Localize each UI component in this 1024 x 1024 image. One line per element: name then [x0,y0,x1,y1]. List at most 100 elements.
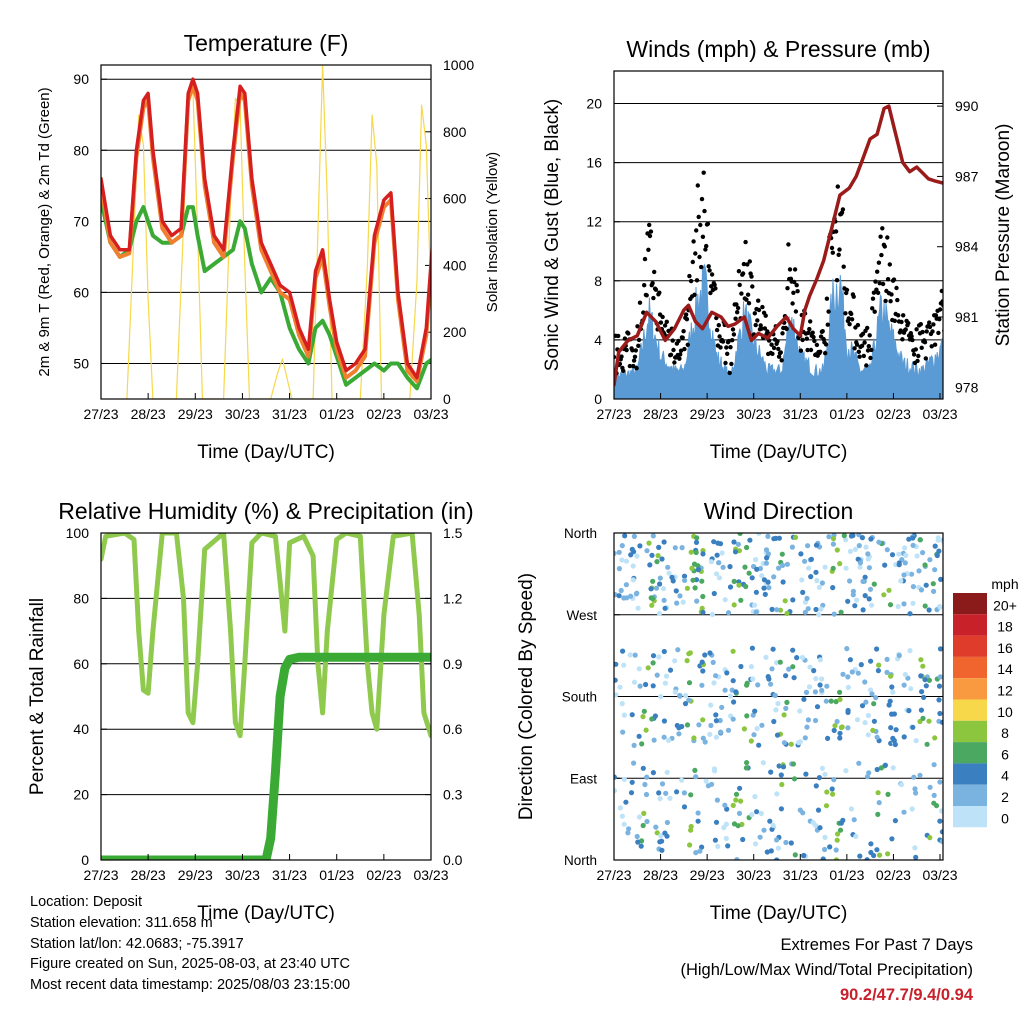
direction-point [954,560,959,565]
direction-point [711,539,717,545]
direction-point [926,677,933,683]
gust-point [920,329,925,335]
direction-point [799,577,805,583]
direction-point [716,560,722,566]
direction-point [649,716,655,722]
direction-points [614,533,978,860]
x-tick-label: 03/23 [922,406,957,422]
y-tick-label: 0 [81,852,89,868]
direction-point [621,662,627,668]
direction-point [736,810,743,817]
direction-point [830,565,836,571]
direction-point [817,657,824,663]
direction-point [918,707,925,713]
direction-point [822,834,828,841]
direction-point [930,581,936,587]
direction-point [830,585,836,591]
direction-point [752,794,758,800]
direction-point [837,561,843,567]
direction-point [814,704,821,710]
direction-point [688,827,694,833]
direction-point [873,695,879,701]
direction-point [634,590,640,596]
direction-point [774,607,780,613]
direction-point [734,857,740,860]
direction-point [923,683,929,689]
direction-point [851,817,857,823]
direction-point [631,760,637,766]
gust-point [778,350,783,355]
direction-point [936,697,942,703]
direction-point [622,533,628,539]
gust-point [919,345,924,350]
gust-point [929,344,934,349]
direction-point [628,593,634,599]
gust-point [692,292,697,297]
direction-point [973,855,978,860]
y-tick-label: 80 [73,142,89,158]
direction-point [790,761,797,767]
direction-point [661,734,667,740]
direction-point [713,734,720,740]
direction-point [774,791,780,797]
gust-point [708,290,713,296]
direction-point [854,717,861,723]
direction-point [906,708,912,714]
direction-point [759,722,765,728]
y-tick-label: 90 [73,71,89,87]
plot-frame [613,532,944,861]
gust-point [948,306,952,310]
extremes-heading: Extremes For Past 7 Days [780,936,973,954]
legend-swatch [953,656,987,679]
direction-point [969,539,974,544]
direction-point [844,646,850,652]
direction-point [713,718,720,724]
gust-point [824,296,830,301]
direction-point [847,578,853,584]
direction-point [614,550,617,556]
direction-point [868,841,874,847]
direction-point [675,647,681,653]
direction-point [882,562,888,568]
legend-label: 0 [1001,810,1009,826]
gust-point [701,170,706,175]
gust-point [924,329,929,334]
gust-point [718,345,723,350]
chart-title: Winds (mph) & Pressure (mb) [626,36,930,62]
gust-point [887,262,892,267]
direction-point [768,681,774,687]
direction-point [694,535,700,541]
direction-point [771,574,777,580]
direction-point [636,666,642,672]
gust-point [684,317,690,322]
gust-point [950,330,954,334]
direction-point [657,575,663,581]
direction-point [647,562,653,568]
gust-point [700,234,706,239]
direction-point [637,543,643,549]
y-right-tick-label: 984 [955,239,979,255]
direction-point [614,661,619,667]
direction-point [628,790,635,796]
direction-point [695,567,702,573]
gust-point [693,251,698,256]
legend-label: 2 [1001,789,1009,805]
gust-point [642,283,647,288]
direction-point [830,541,837,547]
gust-point [914,327,919,332]
direction-point [945,578,950,583]
direction-point [932,543,938,549]
gust-point [626,331,631,336]
direction-point [683,692,689,699]
direction-point [646,540,652,546]
y-right-axis-label: Solar Insolation (Yellow) [484,152,501,312]
direction-point [862,574,868,580]
direction-point [948,652,953,657]
legend-swatch [953,678,987,700]
direction-point [843,565,849,571]
gust-point [678,352,683,357]
direction-point [636,733,642,739]
direction-point [753,609,759,615]
y-tick-label: 4 [594,332,602,348]
direction-point [918,587,925,593]
